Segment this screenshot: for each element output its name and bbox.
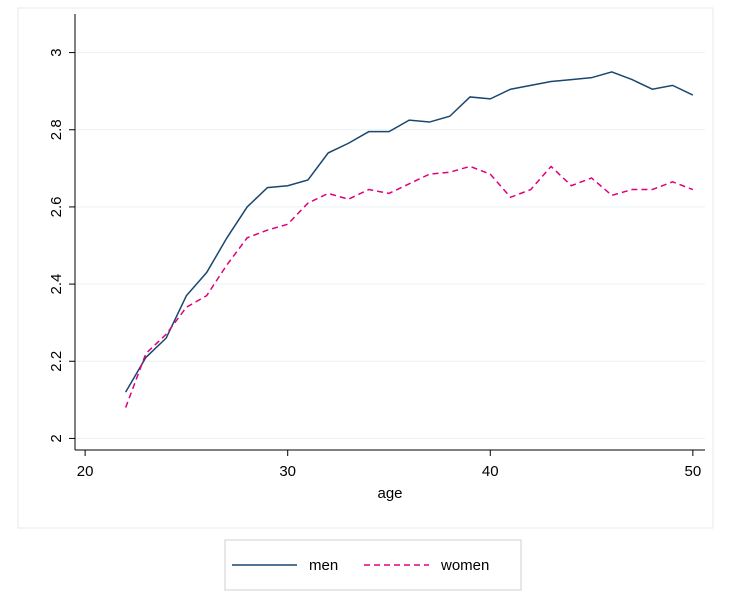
series-line [124,165,694,408]
y-tick-label: 2.2 [48,351,65,372]
y-tick-label: 3 [48,48,65,56]
x-axis-label: age [377,485,402,502]
y-tick-label: 2.6 [48,196,65,217]
plot-background [17,7,714,529]
y-tick-label: 2.8 [48,119,65,140]
x-tick-label: 20 [77,463,94,480]
series-line [124,71,694,393]
y-tick-label: 2 [48,434,65,442]
x-tick-label: 50 [685,463,702,480]
legend-label: women [440,557,489,574]
x-tick-label: 30 [279,463,296,480]
legend-label: men [309,557,338,574]
y-tick-label: 2.4 [48,274,65,295]
x-tick-label: 40 [482,463,499,480]
